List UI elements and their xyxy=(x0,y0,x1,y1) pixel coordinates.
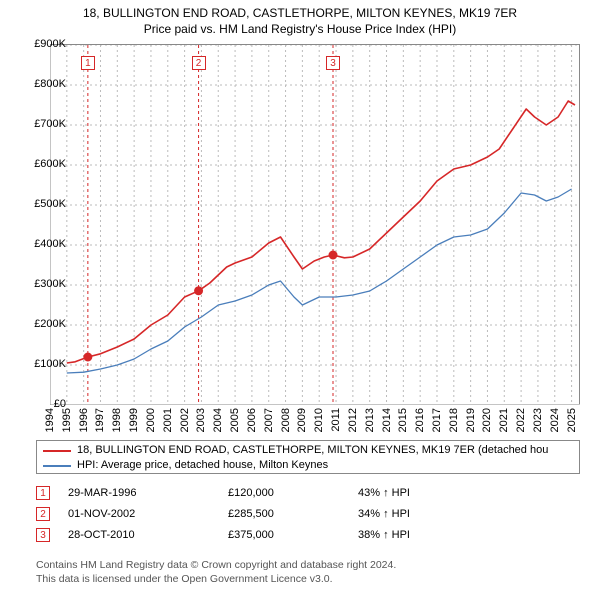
legend-swatch-property xyxy=(43,450,71,452)
legend-label-hpi: HPI: Average price, detached house, Milt… xyxy=(77,458,328,473)
legend-item-hpi: HPI: Average price, detached house, Milt… xyxy=(43,458,573,473)
x-tick-label: 2015 xyxy=(397,408,409,432)
sale-price: £120,000 xyxy=(228,487,358,499)
sale-marker-3-flag: 3 xyxy=(326,56,340,70)
x-tick-label: 2006 xyxy=(246,408,258,432)
footer-line-2: This data is licensed under the Open Gov… xyxy=(36,572,580,586)
x-tick-label: 2022 xyxy=(515,408,527,432)
x-tick-label: 2020 xyxy=(481,408,493,432)
x-tick-label: 2017 xyxy=(431,408,443,432)
x-tick-label: 2012 xyxy=(347,408,359,432)
x-tick-label: 2010 xyxy=(313,408,325,432)
y-tick-label: £200K xyxy=(21,318,66,330)
legend-swatch-hpi xyxy=(43,465,71,467)
y-tick-label: £600K xyxy=(21,158,66,170)
x-tick-label: 2011 xyxy=(330,408,342,432)
chart-plot-area xyxy=(50,44,580,404)
x-tick-label: 2007 xyxy=(263,408,275,432)
sale-date: 29-MAR-1996 xyxy=(68,487,228,499)
x-tick-label: 2003 xyxy=(195,408,207,432)
y-tick-label: £800K xyxy=(21,78,66,90)
y-tick-label: £900K xyxy=(21,38,66,50)
sale-marker-1-flag: 1 xyxy=(81,56,95,70)
x-tick-label: 2009 xyxy=(296,408,308,432)
x-tick-label: 2018 xyxy=(448,408,460,432)
x-tick-label: 2021 xyxy=(498,408,510,432)
sale-price: £375,000 xyxy=(228,529,358,541)
sale-marker-1-icon: 1 xyxy=(36,486,50,500)
y-tick-label: £400K xyxy=(21,238,66,250)
legend-item-property: 18, BULLINGTON END ROAD, CASTLETHORPE, M… xyxy=(43,443,573,458)
x-tick-label: 2019 xyxy=(465,408,477,432)
x-tick-label: 2024 xyxy=(549,408,561,432)
x-tick-label: 2002 xyxy=(179,408,191,432)
sale-price: £285,500 xyxy=(228,508,358,520)
sale-delta: 38% ↑ HPI xyxy=(358,529,580,541)
y-tick-label: £300K xyxy=(21,278,66,290)
sales-row: 3 28-OCT-2010 £375,000 38% ↑ HPI xyxy=(36,524,580,545)
x-tick-label: 2016 xyxy=(414,408,426,432)
x-tick-label: 1997 xyxy=(94,408,106,432)
x-tick-label: 2001 xyxy=(162,408,174,432)
y-tick-label: £100K xyxy=(21,358,66,370)
x-tick-label: 1998 xyxy=(111,408,123,432)
sale-date: 01-NOV-2002 xyxy=(68,508,228,520)
x-tick-label: 1999 xyxy=(128,408,140,432)
title-line-2: Price paid vs. HM Land Registry's House … xyxy=(0,22,600,38)
sale-date: 28-OCT-2010 xyxy=(68,529,228,541)
legend-label-property: 18, BULLINGTON END ROAD, CASTLETHORPE, M… xyxy=(77,443,548,458)
footer-line-1: Contains HM Land Registry data © Crown c… xyxy=(36,558,580,572)
sales-row: 2 01-NOV-2002 £285,500 34% ↑ HPI xyxy=(36,503,580,524)
sale-marker-2-flag: 2 xyxy=(192,56,206,70)
sale-delta: 34% ↑ HPI xyxy=(358,508,580,520)
x-tick-label: 2000 xyxy=(145,408,157,432)
sale-delta: 43% ↑ HPI xyxy=(358,487,580,499)
y-tick-label: £500K xyxy=(21,198,66,210)
x-tick-label: 2008 xyxy=(280,408,292,432)
chart-container: 18, BULLINGTON END ROAD, CASTLETHORPE, M… xyxy=(0,0,600,590)
x-tick-label: 2013 xyxy=(364,408,376,432)
sales-row: 1 29-MAR-1996 £120,000 43% ↑ HPI xyxy=(36,482,580,503)
x-tick-label: 2023 xyxy=(532,408,544,432)
x-tick-label: 2005 xyxy=(229,408,241,432)
y-tick-label: £700K xyxy=(21,118,66,130)
sales-table: 1 29-MAR-1996 £120,000 43% ↑ HPI 2 01-NO… xyxy=(36,482,580,545)
x-tick-label: 1995 xyxy=(61,408,73,432)
chart-svg xyxy=(50,45,580,405)
sale-marker-2-icon: 2 xyxy=(36,507,50,521)
title-block: 18, BULLINGTON END ROAD, CASTLETHORPE, M… xyxy=(0,0,600,37)
footer: Contains HM Land Registry data © Crown c… xyxy=(36,558,580,586)
x-tick-label: 1994 xyxy=(44,408,56,432)
sale-marker-3-icon: 3 xyxy=(36,528,50,542)
x-tick-label: 2004 xyxy=(212,408,224,432)
x-tick-label: 2025 xyxy=(566,408,578,432)
x-tick-label: 1996 xyxy=(78,408,90,432)
x-tick-label: 2014 xyxy=(381,408,393,432)
title-line-1: 18, BULLINGTON END ROAD, CASTLETHORPE, M… xyxy=(0,6,600,22)
legend: 18, BULLINGTON END ROAD, CASTLETHORPE, M… xyxy=(36,440,580,474)
